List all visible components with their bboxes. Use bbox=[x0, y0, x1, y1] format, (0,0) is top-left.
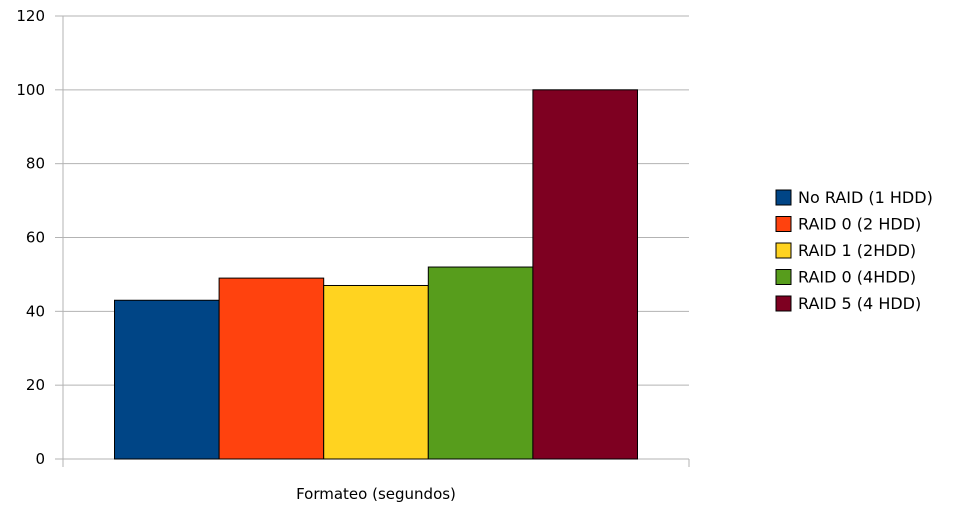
legend-swatch bbox=[775, 295, 792, 312]
x-category-label: Formateo (segundos) bbox=[296, 485, 456, 503]
legend-label: RAID 0 (2 HDD) bbox=[798, 215, 921, 234]
y-tick-label: 40 bbox=[26, 302, 45, 320]
y-tick-label: 80 bbox=[26, 155, 45, 173]
legend-swatch bbox=[775, 242, 792, 259]
y-tick-label: 60 bbox=[26, 229, 45, 247]
y-tick-labels: 0 20 40 60 80 100 120 bbox=[16, 7, 45, 468]
legend-label: RAID 5 (4 HDD) bbox=[798, 294, 921, 313]
legend-swatch bbox=[775, 216, 792, 232]
y-tick-label: 20 bbox=[26, 376, 45, 394]
bar-no-raid-1-hdd bbox=[114, 299, 220, 460]
legend-swatch bbox=[775, 269, 792, 285]
y-tick-label: 100 bbox=[16, 81, 45, 99]
bar-raid-1-2hdd bbox=[323, 284, 429, 460]
legend: No RAID (1 HDD) RAID 0 (2 HDD) RAID 1 (2HD… bbox=[775, 188, 933, 313]
y-tick-label: 120 bbox=[16, 7, 45, 25]
legend-label: RAID 1 (2HDD) bbox=[798, 241, 916, 260]
legend-label: No RAID (1 HDD) bbox=[798, 188, 933, 207]
bar-raid-5-4-hdd bbox=[532, 89, 639, 460]
bar-raid-0-4hdd bbox=[427, 266, 534, 460]
y-tick-label: 0 bbox=[35, 450, 45, 468]
legend-label: RAID 0 (4HDD) bbox=[798, 268, 916, 287]
bars bbox=[114, 89, 639, 460]
legend-swatch bbox=[775, 189, 792, 206]
bar-raid-0-2-hdd bbox=[218, 277, 325, 460]
